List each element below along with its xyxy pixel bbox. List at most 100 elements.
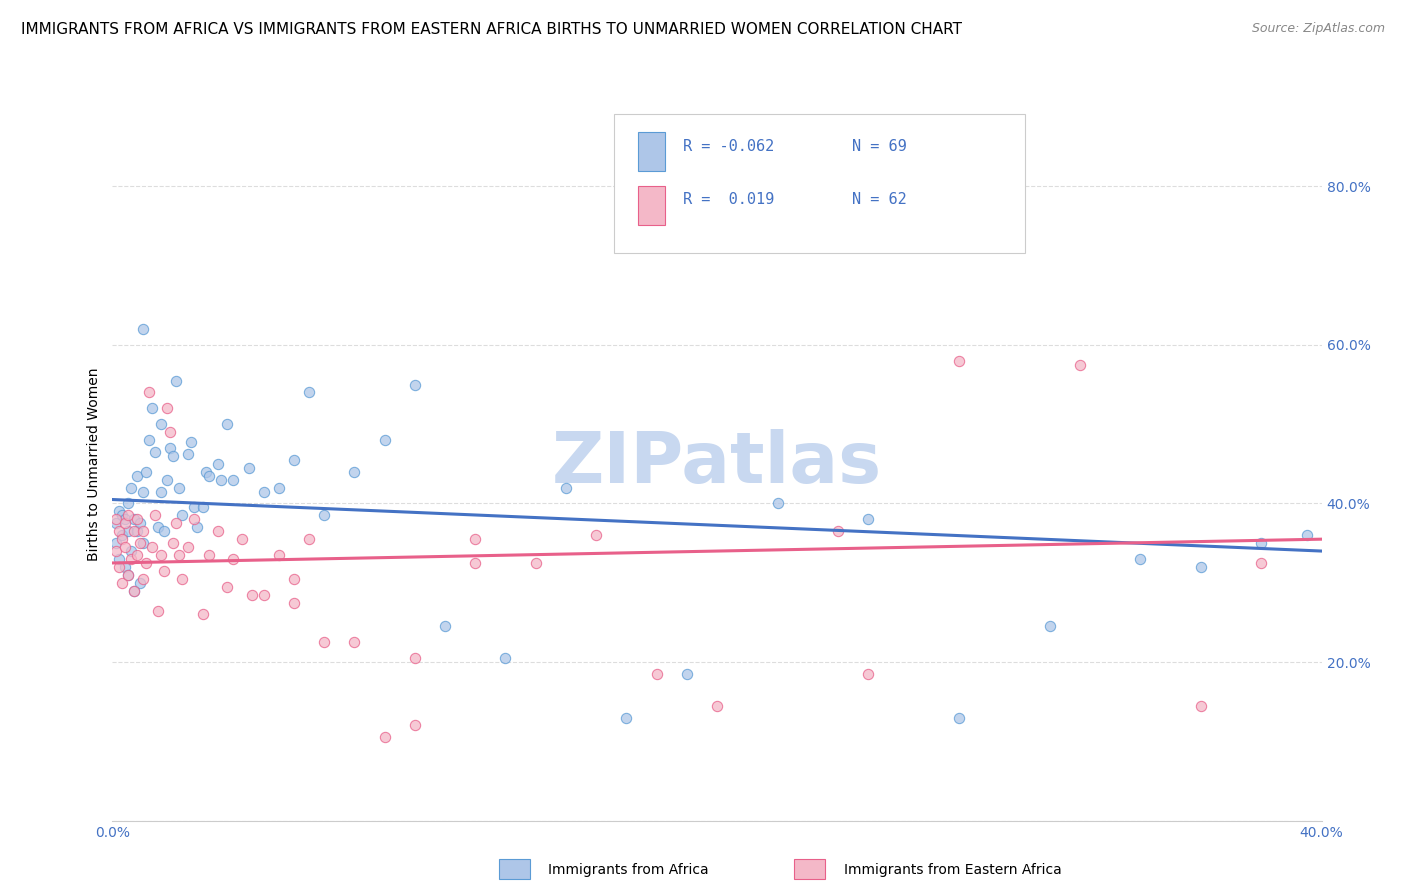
Point	[143, 445, 166, 459]
Point	[554, 481, 576, 495]
Point	[104, 544, 127, 558]
Point	[195, 465, 218, 479]
Point	[153, 564, 176, 578]
Point	[114, 516, 136, 531]
Point	[343, 465, 366, 479]
Point	[1189, 698, 1212, 713]
Point	[191, 500, 214, 515]
Point	[107, 560, 129, 574]
Point	[464, 532, 486, 546]
Point	[1250, 556, 1272, 570]
Point	[283, 453, 305, 467]
Point	[314, 508, 336, 523]
Point	[404, 377, 426, 392]
Point	[191, 607, 214, 622]
Point	[856, 667, 880, 681]
Text: Source: ZipAtlas.com: Source: ZipAtlas.com	[1251, 22, 1385, 36]
Point	[162, 449, 184, 463]
Point	[231, 532, 253, 546]
Point	[464, 556, 486, 570]
Point	[298, 385, 321, 400]
Point	[162, 536, 184, 550]
Point	[146, 603, 169, 617]
Point	[141, 540, 163, 554]
Point	[404, 718, 426, 732]
Point	[343, 635, 366, 649]
Point	[132, 524, 155, 539]
Point	[114, 560, 136, 574]
Point	[1069, 358, 1091, 372]
Point	[132, 322, 155, 336]
Point	[198, 548, 221, 562]
Point	[298, 532, 321, 546]
Point	[217, 417, 239, 432]
Point	[156, 401, 179, 416]
Point	[156, 473, 179, 487]
Point	[120, 552, 142, 566]
Point	[1038, 619, 1062, 633]
Point	[766, 496, 789, 510]
Point	[177, 447, 200, 461]
Text: N = 62: N = 62	[852, 193, 907, 207]
Text: R = -0.062: R = -0.062	[683, 139, 775, 153]
Point	[1129, 552, 1152, 566]
Point	[104, 512, 127, 526]
Point	[149, 417, 172, 432]
Point	[1189, 560, 1212, 574]
Point	[253, 484, 276, 499]
Point	[207, 457, 229, 471]
Point	[120, 544, 142, 558]
Point	[167, 548, 190, 562]
Point	[1250, 536, 1272, 550]
Point	[122, 512, 145, 526]
Text: ZIPatlas: ZIPatlas	[553, 429, 882, 499]
Point	[948, 710, 970, 724]
Point	[149, 548, 172, 562]
Point	[198, 468, 221, 483]
Point	[165, 516, 187, 531]
Point	[117, 567, 139, 582]
Text: N = 69: N = 69	[852, 139, 907, 153]
Bar	[638, 186, 665, 225]
Point	[146, 520, 169, 534]
Point	[122, 524, 145, 539]
Point	[180, 434, 202, 449]
Point	[117, 524, 139, 539]
Y-axis label: Births to Unmarried Women: Births to Unmarried Women	[87, 368, 101, 560]
Point	[170, 508, 193, 523]
Point	[143, 508, 166, 523]
Point	[495, 651, 517, 665]
Point	[110, 532, 132, 546]
Point	[135, 556, 157, 570]
Point	[107, 524, 129, 539]
Point	[141, 401, 163, 416]
Point	[128, 516, 150, 531]
Point	[132, 536, 155, 550]
Point	[374, 433, 396, 447]
Point	[217, 580, 239, 594]
Point	[314, 635, 336, 649]
Point	[132, 484, 155, 499]
Point	[138, 433, 160, 447]
Point	[374, 731, 396, 745]
Point	[128, 575, 150, 590]
FancyBboxPatch shape	[614, 114, 1025, 253]
Point	[283, 572, 305, 586]
Point	[149, 484, 172, 499]
Point	[207, 524, 229, 539]
Point	[706, 698, 728, 713]
Point	[117, 567, 139, 582]
Point	[404, 651, 426, 665]
Point	[125, 524, 148, 539]
Point	[167, 481, 190, 495]
Point	[114, 540, 136, 554]
Point	[125, 468, 148, 483]
Point	[948, 353, 970, 368]
Point	[138, 385, 160, 400]
Point	[267, 548, 290, 562]
Point	[222, 473, 245, 487]
Point	[159, 441, 181, 455]
Text: Immigrants from Eastern Africa: Immigrants from Eastern Africa	[844, 863, 1062, 877]
Point	[104, 536, 127, 550]
Point	[267, 481, 290, 495]
